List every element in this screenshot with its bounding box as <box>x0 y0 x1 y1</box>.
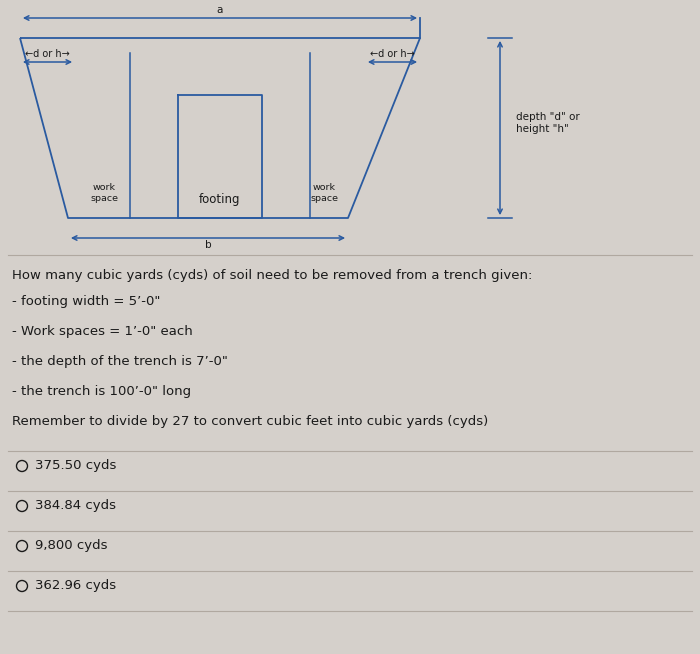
Text: ←d or h→: ←d or h→ <box>25 49 70 59</box>
Text: 362.96 cyds: 362.96 cyds <box>35 579 116 593</box>
Text: - footing width = 5’-0": - footing width = 5’-0" <box>12 295 160 308</box>
Text: work
space: work space <box>90 183 118 203</box>
Text: - the trench is 100’-0" long: - the trench is 100’-0" long <box>12 385 191 398</box>
Text: work
space: work space <box>310 183 338 203</box>
Text: footing: footing <box>199 194 241 207</box>
Text: Remember to divide by 27 to convert cubic feet into cubic yards (cyds): Remember to divide by 27 to convert cubi… <box>12 415 489 428</box>
Text: 375.50 cyds: 375.50 cyds <box>35 460 116 472</box>
Text: a: a <box>217 5 223 15</box>
Text: depth "d" or
height "h": depth "d" or height "h" <box>516 112 580 134</box>
Text: ←d or h→: ←d or h→ <box>370 49 415 59</box>
Text: - the depth of the trench is 7’-0": - the depth of the trench is 7’-0" <box>12 355 228 368</box>
Text: - Work spaces = 1’-0" each: - Work spaces = 1’-0" each <box>12 325 192 338</box>
Text: How many cubic yards (cyds) of soil need to be removed from a trench given:: How many cubic yards (cyds) of soil need… <box>12 269 533 282</box>
Text: 9,800 cyds: 9,800 cyds <box>35 540 108 553</box>
Text: b: b <box>204 240 211 250</box>
Text: 384.84 cyds: 384.84 cyds <box>35 500 116 513</box>
